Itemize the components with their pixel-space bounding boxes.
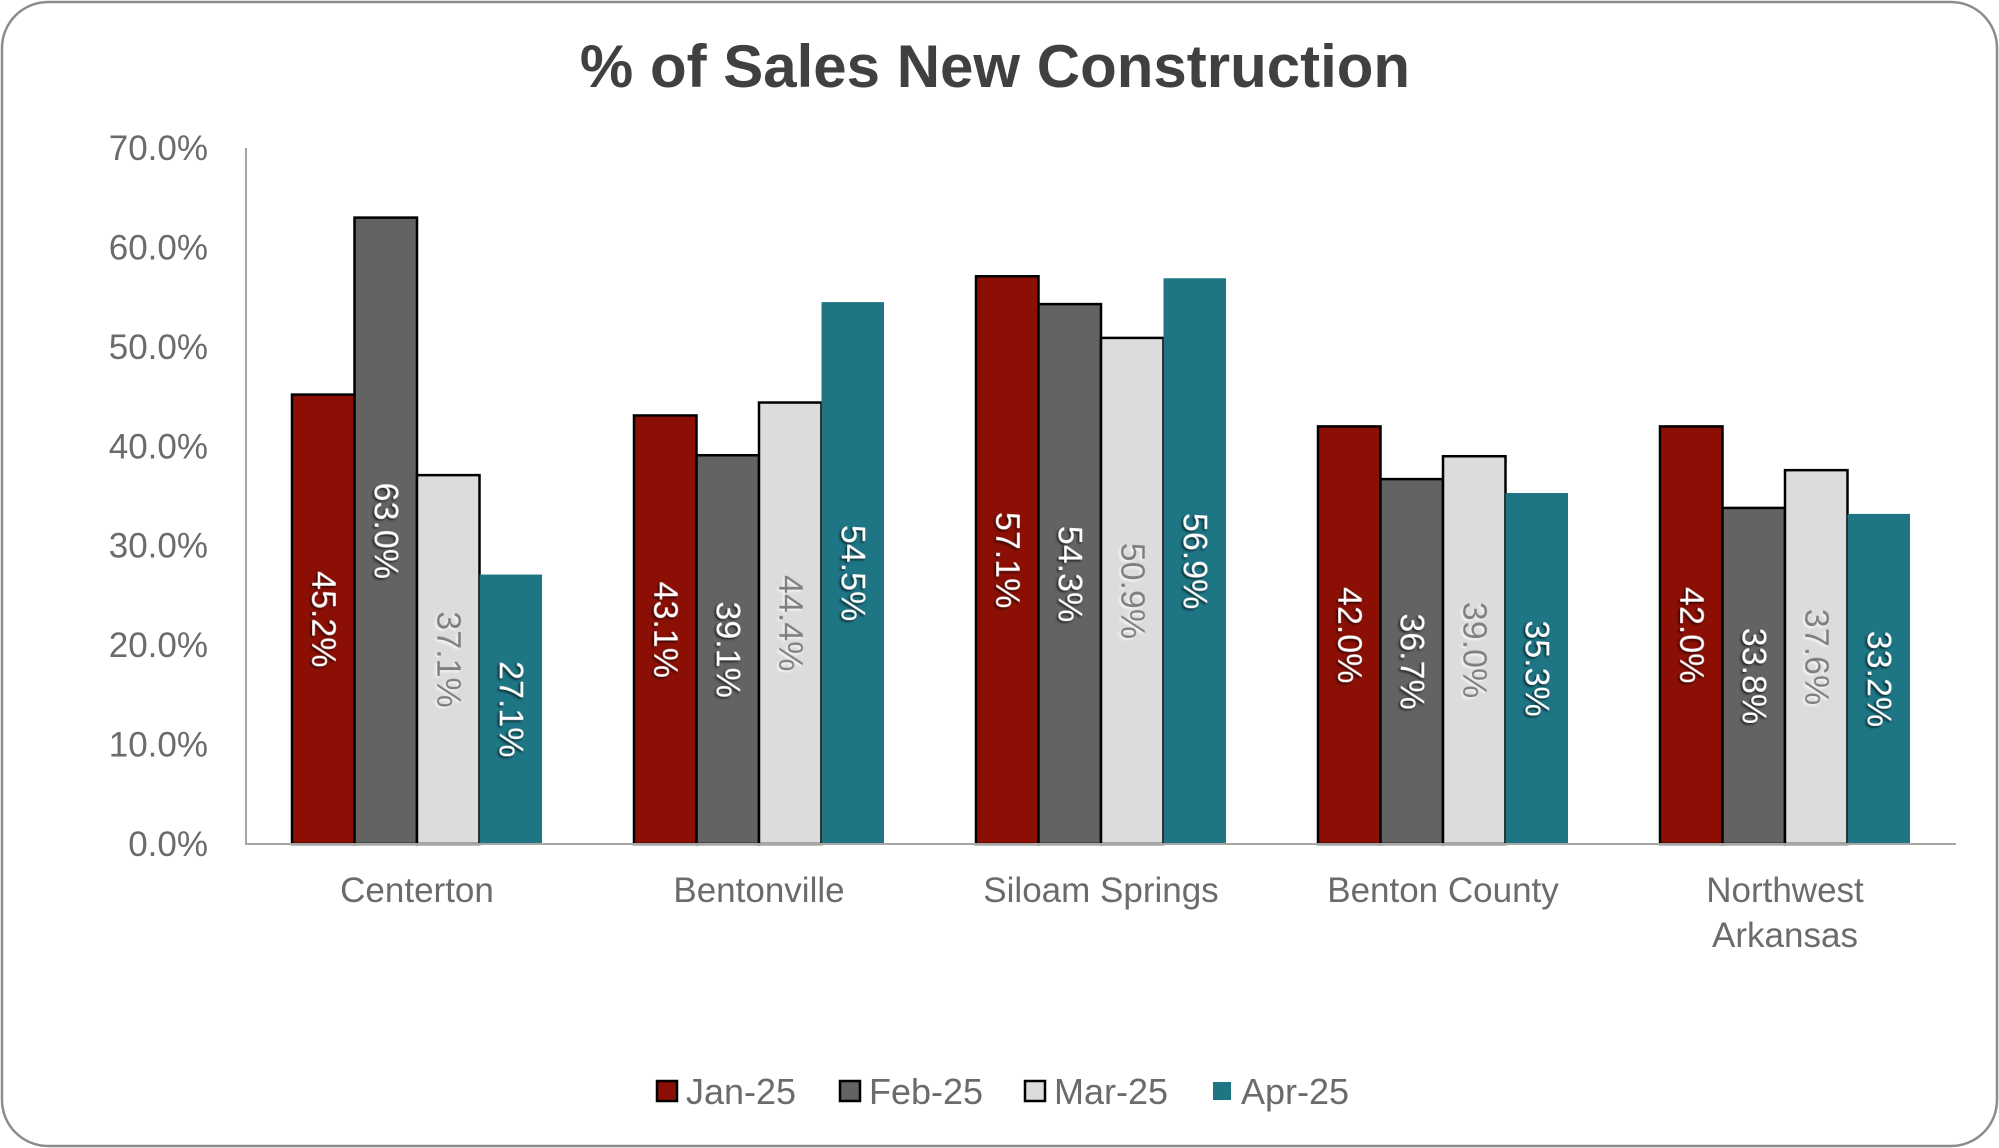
data-label: 45.2% (304, 571, 342, 667)
data-label: 54.3% (1051, 526, 1089, 622)
legend-item-mar-25: Mar-25 (1023, 1071, 1168, 1112)
bar-feb-25-bentonville (695, 453, 761, 846)
bar-apr-25-bentonville (821, 302, 884, 845)
data-label: 35.3% (1518, 620, 1556, 716)
legend-swatch (838, 1079, 862, 1103)
data-label: 39.1% (709, 601, 747, 697)
legend-swatch (1213, 1082, 1231, 1100)
bar-feb-25-benton-county (1379, 477, 1445, 846)
data-label: 33.2% (1860, 631, 1898, 727)
bar-apr-25-siloam-springs (1163, 278, 1226, 844)
y-tick-label: 0.0% (128, 825, 208, 864)
bar-jan-25-northwest-arkansas (1658, 425, 1724, 846)
legend-label: Apr-25 (1241, 1071, 1349, 1112)
legend-item-feb-25: Feb-25 (838, 1071, 983, 1112)
x-tick-label: Northwest (1706, 871, 1864, 910)
data-label: 42.0% (1672, 587, 1710, 683)
data-label: 54.5% (834, 525, 872, 621)
data-label: 36.7% (1393, 613, 1431, 709)
data-label: 37.1% (429, 611, 467, 707)
data-label: 42.0% (1330, 587, 1368, 683)
x-tick-label: Arkansas (1712, 916, 1858, 955)
data-label: 50.9% (1113, 543, 1151, 639)
data-label: 57.1% (988, 512, 1026, 608)
bar-jan-25-siloam-springs (974, 275, 1040, 846)
y-tick-label: 40.0% (109, 427, 208, 466)
y-tick-label: 50.0% (109, 328, 208, 367)
legend-item-apr-25: Apr-25 (1213, 1071, 1349, 1112)
data-label: 27.1% (492, 661, 530, 757)
legend-label: Jan-25 (686, 1071, 796, 1112)
legend-swatch (655, 1079, 679, 1103)
data-label: 56.9% (1176, 513, 1214, 609)
x-tick-label: Bentonville (673, 871, 844, 910)
data-labels: 45.2% 43.1% 57.1% 42.0% 42.0% 63.0% 39.1% 54.3%… (304, 483, 1898, 758)
x-tick-label: Centerton (340, 871, 494, 910)
y-tick-label: 10.0% (109, 726, 208, 765)
y-tick-label: 60.0% (109, 228, 208, 267)
chart-title: % of Sales New Construction (580, 33, 1410, 100)
y-axis-tick-labels: 0.0% 10.0% 20.0% 30.0% 40.0% 50.0% 60.0% 70.0% (109, 129, 208, 864)
legend-label: Mar-25 (1054, 1071, 1168, 1112)
y-tick-label: 70.0% (109, 129, 208, 168)
bar-feb-25-siloam-springs (1037, 302, 1103, 846)
bar-apr-25-northwest-arkansas (1847, 513, 1910, 844)
bars (290, 216, 1910, 846)
data-label: 63.0% (367, 483, 405, 579)
data-label: 39.0% (1455, 602, 1493, 698)
x-tick-label: Siloam Springs (983, 871, 1218, 910)
bar-jan-25-benton-county (1316, 425, 1382, 846)
y-tick-label: 30.0% (109, 527, 208, 566)
bar-apr-25-centerton (479, 574, 542, 844)
x-tick-label: Benton County (1327, 871, 1559, 910)
data-label: 37.6% (1797, 609, 1835, 705)
data-label: 33.8% (1735, 628, 1773, 724)
bar-apr-25-benton-county (1505, 493, 1568, 844)
legend-swatch (1023, 1079, 1047, 1103)
legend-item-jan-25: Jan-25 (655, 1071, 796, 1112)
bar-mar-25-bentonville (757, 401, 823, 846)
legend-label: Feb-25 (869, 1071, 983, 1112)
x-axis-tick-labels: Centerton Bentonville Siloam Springs Benton… (340, 871, 1864, 955)
y-tick-label: 20.0% (109, 626, 208, 665)
data-label: 43.1% (646, 582, 684, 678)
data-label: 44.4% (771, 575, 809, 671)
legend: Jan-25 Feb-25 Mar-25 Apr-25 (655, 1071, 1349, 1112)
bar-mar-25-siloam-springs (1099, 336, 1165, 846)
